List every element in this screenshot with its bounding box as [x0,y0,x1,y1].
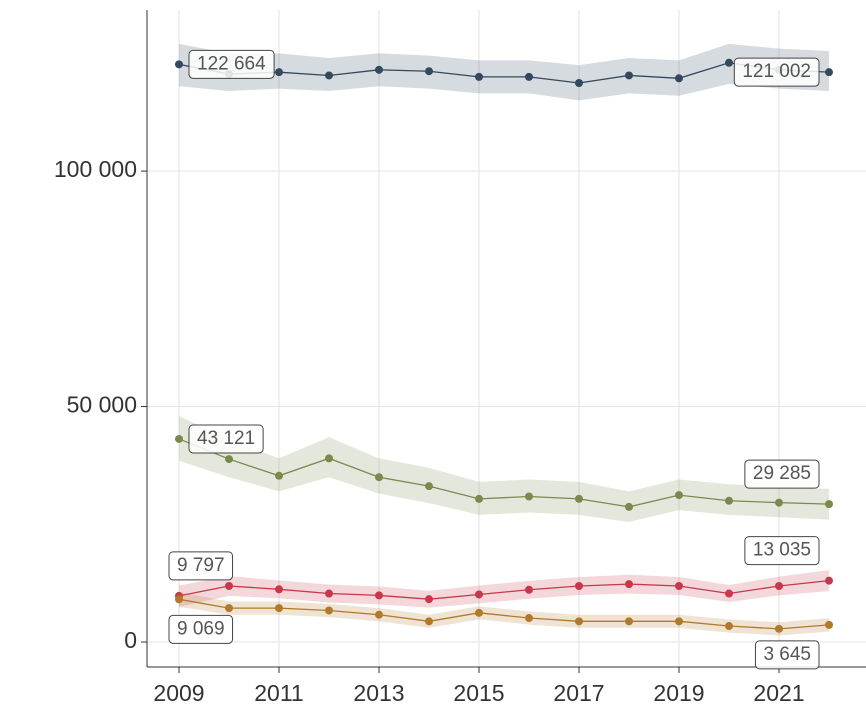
point [325,454,333,463]
point [525,585,533,594]
data-label-text: 3 645 [763,644,811,665]
ribbon [179,592,829,636]
point [375,473,383,482]
data-label-text: 122 664 [197,53,266,74]
line [178,580,830,600]
data-label: 121 002 [733,57,820,87]
point [525,614,533,623]
point [825,576,833,585]
point [425,617,433,626]
point [575,494,583,503]
data-label-box [168,614,234,644]
point [325,606,333,615]
line [178,62,830,84]
point [325,71,333,80]
x-tick-label: 2019 [653,680,704,706]
point [425,482,433,491]
data-label-box [744,536,820,566]
point [775,624,783,633]
point [725,589,733,598]
point [575,617,583,626]
data-label-text: 29 285 [753,463,811,484]
data-label-text: 9 797 [177,555,225,576]
data-label-box [188,49,275,79]
point [675,491,683,500]
point [275,604,283,613]
point [825,500,833,509]
data-label-box [754,640,820,670]
point [325,589,333,598]
y-tick-label: 0 [124,627,137,653]
data-label-box [744,459,820,489]
point [775,581,783,590]
point [175,60,183,69]
point [625,502,633,511]
data-label: 122 664 [188,49,275,79]
point [675,581,683,590]
ribbon [179,415,829,522]
data-label-text: 9 069 [177,618,225,639]
point [825,620,833,629]
data-label: 13 035 [744,536,820,566]
point [275,585,283,594]
point [375,591,383,600]
data-label: 9 069 [168,614,234,644]
point [275,471,283,480]
point [475,494,483,503]
data-label-text: 13 035 [753,540,811,561]
point [775,498,783,507]
point [475,72,483,81]
point [475,608,483,617]
point [725,58,733,67]
point [625,617,633,626]
line [178,438,830,508]
x-tick-label: 2011 [254,680,303,706]
data-label: 3 645 [754,640,820,670]
point [425,67,433,76]
point [225,604,233,613]
data-label: 29 285 [744,459,820,489]
point [475,590,483,599]
point [225,581,233,590]
x-tick-label: 2009 [153,680,204,706]
y-tick-label: 50 000 [67,392,137,418]
data-label-box [733,57,820,87]
point [175,434,183,443]
point [625,71,633,80]
data-label-text: 43 121 [197,428,255,449]
point [575,79,583,87]
ribbon [179,43,829,101]
data-label-text: 121 002 [742,61,811,82]
point [375,65,383,74]
point [175,595,183,604]
point [225,455,233,464]
x-tick-label: 2013 [353,680,404,706]
point [725,622,733,631]
point [375,610,383,619]
ribbon [179,569,829,608]
data-label: 9 797 [168,551,234,581]
x-tick-label: 2015 [453,680,504,706]
point [675,617,683,626]
point [725,496,733,505]
point [525,492,533,501]
point [675,74,683,83]
data-label-box [168,551,234,581]
point [825,68,833,77]
data-label: 43 121 [188,424,264,454]
data-label-box [188,424,264,454]
point [525,72,533,81]
point [275,68,283,77]
line [178,598,830,630]
point [425,595,433,604]
x-tick-label: 2017 [553,680,604,706]
point [575,581,583,590]
point [625,580,633,589]
x-tick-label: 2021 [753,680,804,706]
y-tick-label: 100 000 [54,156,137,182]
